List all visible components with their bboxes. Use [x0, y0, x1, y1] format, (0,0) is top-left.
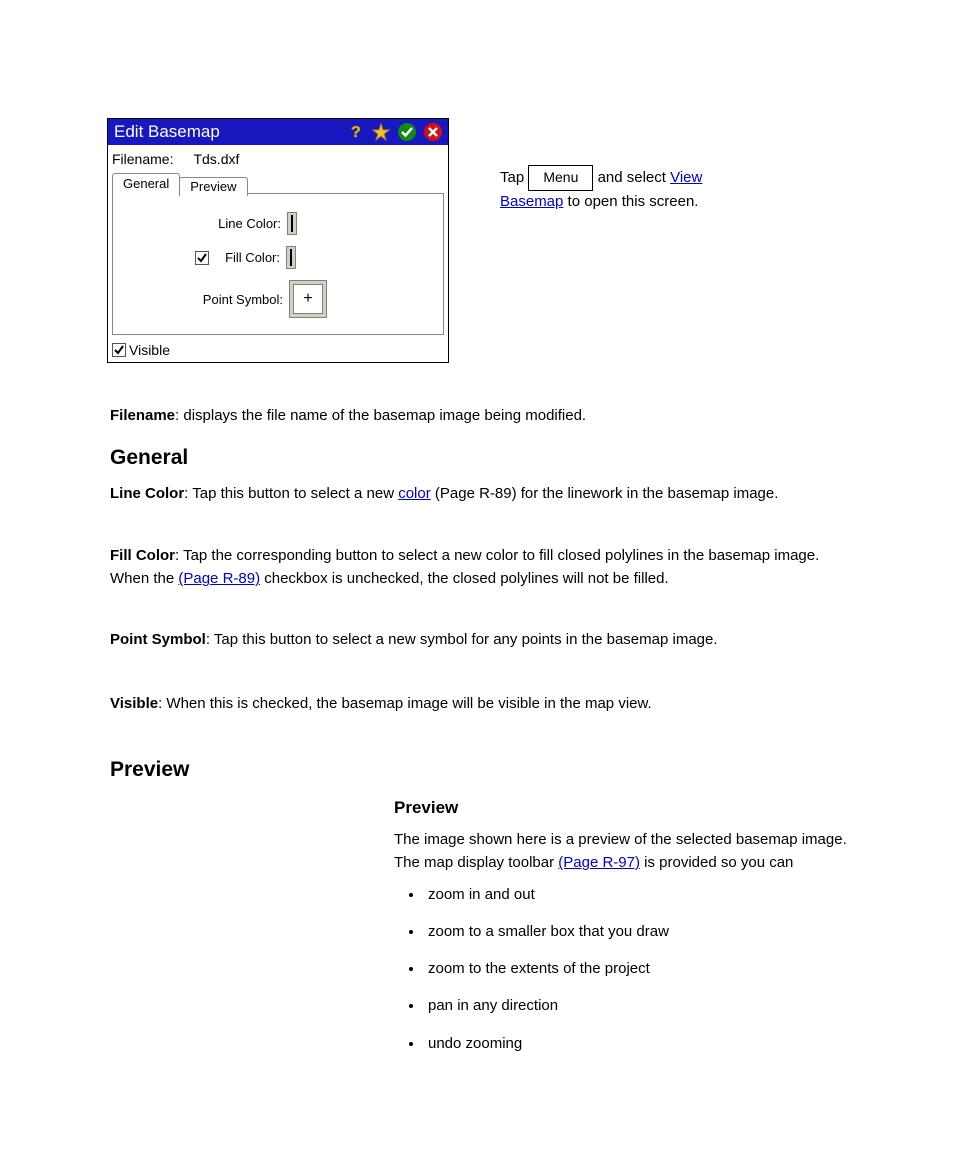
rt-l3b: to open this screen.	[568, 193, 699, 210]
tab-preview[interactable]: Preview	[179, 177, 247, 196]
para-point-symbol: Point Symbol: Tap this button to select …	[110, 628, 850, 651]
help-icon[interactable]: ?	[344, 121, 366, 143]
heading-general: General	[110, 446, 188, 470]
line-color-button[interactable]	[287, 212, 297, 235]
fill-color-term: Fill Color	[110, 547, 175, 564]
visible-label: Visible	[129, 342, 170, 358]
para-line-color: Line Color: Tap this button to select a …	[110, 482, 850, 505]
rt-l1a: Tap	[500, 169, 528, 186]
point-symbol-label: Point Symbol:	[173, 292, 283, 307]
fill-color-checkbox[interactable]	[195, 251, 209, 265]
filename-def: : displays the file name of the basemap …	[175, 407, 586, 424]
bullet-zoom-in-out: zoom in and out	[424, 883, 850, 906]
point-symbol-def: : Tap this button to select a new symbol…	[206, 631, 718, 648]
preview-bullets: zoom in and out zoom to a smaller box th…	[394, 883, 850, 1055]
ok-icon[interactable]	[396, 121, 418, 143]
edit-basemap-dialog: Edit Basemap ? Filename: Tds.dxf General…	[107, 118, 449, 363]
star-icon[interactable]	[370, 121, 392, 143]
para-preview: The image shown here is a preview of the…	[394, 828, 850, 1069]
rt-l1b: and select	[598, 169, 671, 186]
para-fill-color: Fill Color: Tap the corresponding button…	[110, 544, 850, 591]
point-symbol-row: Point Symbol: +	[173, 280, 327, 318]
bullet-zoom-extents: zoom to the extents of the project	[424, 957, 850, 980]
point-symbol-term: Point Symbol	[110, 631, 206, 648]
point-symbol-button[interactable]: +	[289, 280, 327, 318]
line-color-term: Line Color	[110, 485, 184, 502]
tabstrip: General Preview	[112, 173, 444, 194]
rt-view-link[interactable]: View	[670, 169, 702, 186]
bullet-pan: pan in any direction	[424, 994, 850, 1017]
bullet-undo-zoom: undo zooming	[424, 1032, 850, 1055]
line-color-label: Line Color:	[195, 216, 281, 231]
visible-checkbox[interactable]	[112, 343, 126, 357]
dialog-title: Edit Basemap	[114, 122, 344, 142]
fill-color-row: Fill Color:	[195, 246, 296, 269]
line-color-row: Line Color:	[195, 212, 297, 235]
bullet-zoom-box: zoom to a smaller box that you draw	[424, 920, 850, 943]
fill-color-label: Fill Color:	[212, 250, 280, 265]
visible-def: : When this is checked, the basemap imag…	[158, 695, 652, 712]
point-symbol-value: +	[293, 284, 323, 314]
close-icon[interactable]	[422, 121, 444, 143]
filename-term: Filename	[110, 407, 175, 424]
filename-value: Tds.dxf	[193, 151, 239, 167]
tab-panel: Line Color: Fill Color:	[112, 193, 444, 335]
fill-color-swatch	[290, 249, 292, 266]
subheading-preview: Preview	[394, 798, 458, 818]
dialog-titlebar: Edit Basemap ?	[108, 119, 448, 145]
preview-link[interactable]: (Page R-97)	[558, 854, 640, 871]
dialog-body: Filename: Tds.dxf General Preview Line C…	[108, 145, 448, 339]
right-text-block: Tap Menu and select View Basemap to open…	[500, 165, 860, 212]
tab-general[interactable]: General	[112, 173, 180, 194]
menu-button-box: Menu	[528, 165, 593, 191]
para-visible: Visible: When this is checked, the basem…	[110, 692, 850, 715]
filename-row: Filename: Tds.dxf	[112, 147, 444, 171]
rt-basemap-link[interactable]: Basemap	[500, 193, 563, 210]
svg-text:?: ?	[351, 124, 361, 141]
filename-label: Filename:	[112, 151, 173, 167]
visible-row: Visible	[108, 339, 448, 362]
line-color-link[interactable]: color	[398, 485, 431, 502]
fill-color-link[interactable]: (Page R-89)	[178, 570, 260, 587]
preview-text-b: is provided so you can	[640, 854, 793, 871]
heading-preview: Preview	[110, 758, 189, 782]
para-filename: Filename: displays the file name of the …	[110, 404, 850, 427]
line-color-swatch	[291, 215, 293, 232]
visible-term: Visible	[110, 695, 158, 712]
fill-color-button[interactable]	[286, 246, 296, 269]
